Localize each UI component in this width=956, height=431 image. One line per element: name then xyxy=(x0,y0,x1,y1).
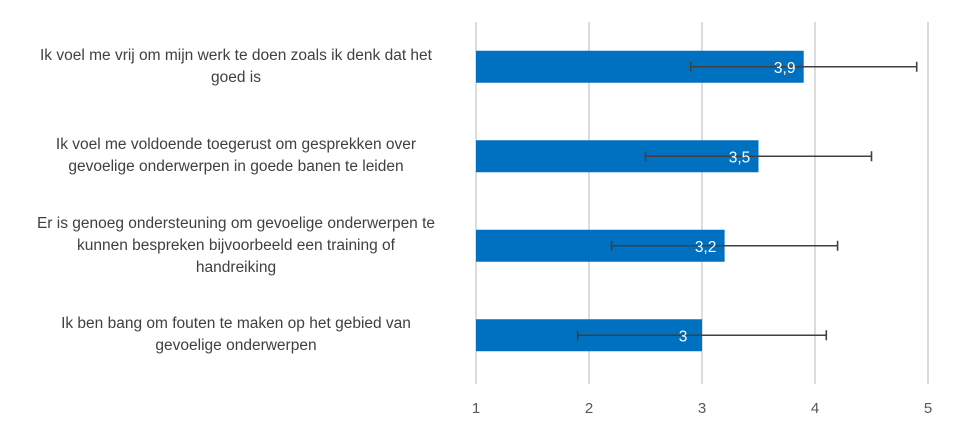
error-bar xyxy=(610,240,839,251)
x-axis-ticks: 1 2 3 4 5 xyxy=(472,400,932,417)
value-label: 3,9 xyxy=(774,60,796,77)
x-tick-label: 5 xyxy=(924,400,932,417)
x-tick-label: 3 xyxy=(698,400,706,417)
bars xyxy=(476,50,804,352)
category-label: Ik voel me vrij om mijn werk te doen zoa… xyxy=(40,46,432,86)
error-bars xyxy=(576,61,918,341)
value-labels: 3,9 3,5 3,2 3 xyxy=(679,60,796,346)
x-tick-label: 4 xyxy=(811,400,819,417)
value-label: 3,5 xyxy=(729,149,751,166)
error-bar xyxy=(644,151,873,162)
error-bar xyxy=(576,330,828,341)
category-label: Ik ben bang om fouten te maken op het ge… xyxy=(61,315,411,355)
value-label: 3 xyxy=(679,328,688,345)
x-tick-label: 2 xyxy=(585,400,593,417)
x-tick-label: 1 xyxy=(472,400,480,417)
value-label: 3,2 xyxy=(695,239,717,256)
error-bar xyxy=(689,61,918,72)
category-label: Ik voel me voldoende toegerust om gespre… xyxy=(55,136,417,176)
category-label: Er is genoeg ondersteuning om gevoelige … xyxy=(36,214,436,276)
